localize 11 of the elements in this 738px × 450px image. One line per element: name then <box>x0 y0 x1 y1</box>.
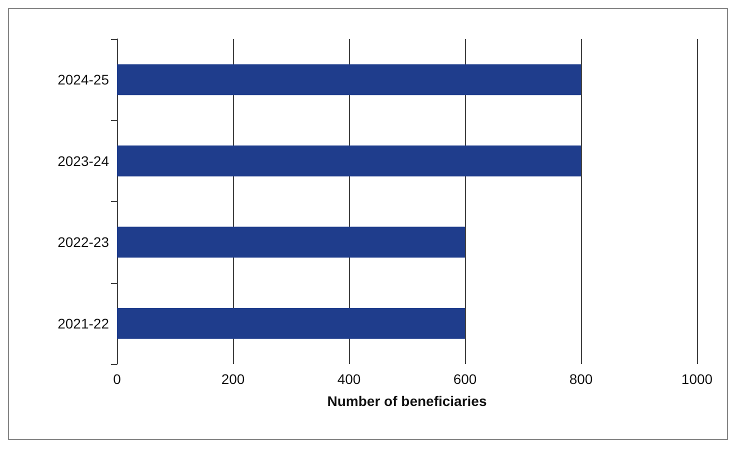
x-tick-label: 800 <box>569 371 593 387</box>
x-tick-label: 400 <box>337 371 361 387</box>
y-tick-label: 2023-24 <box>58 152 110 169</box>
x-tick-label: 1000 <box>681 371 713 387</box>
x-axis-title: Number of beneficiaries <box>327 393 487 409</box>
y-tick-label: 2021-22 <box>58 315 110 332</box>
y-tick-label: 2022-23 <box>58 234 110 250</box>
x-tick-label: 600 <box>453 371 477 387</box>
y-tick-label: 2024-25 <box>58 72 110 88</box>
x-tick-label: 0 <box>113 371 122 387</box>
x-tick-label: 200 <box>221 371 245 387</box>
